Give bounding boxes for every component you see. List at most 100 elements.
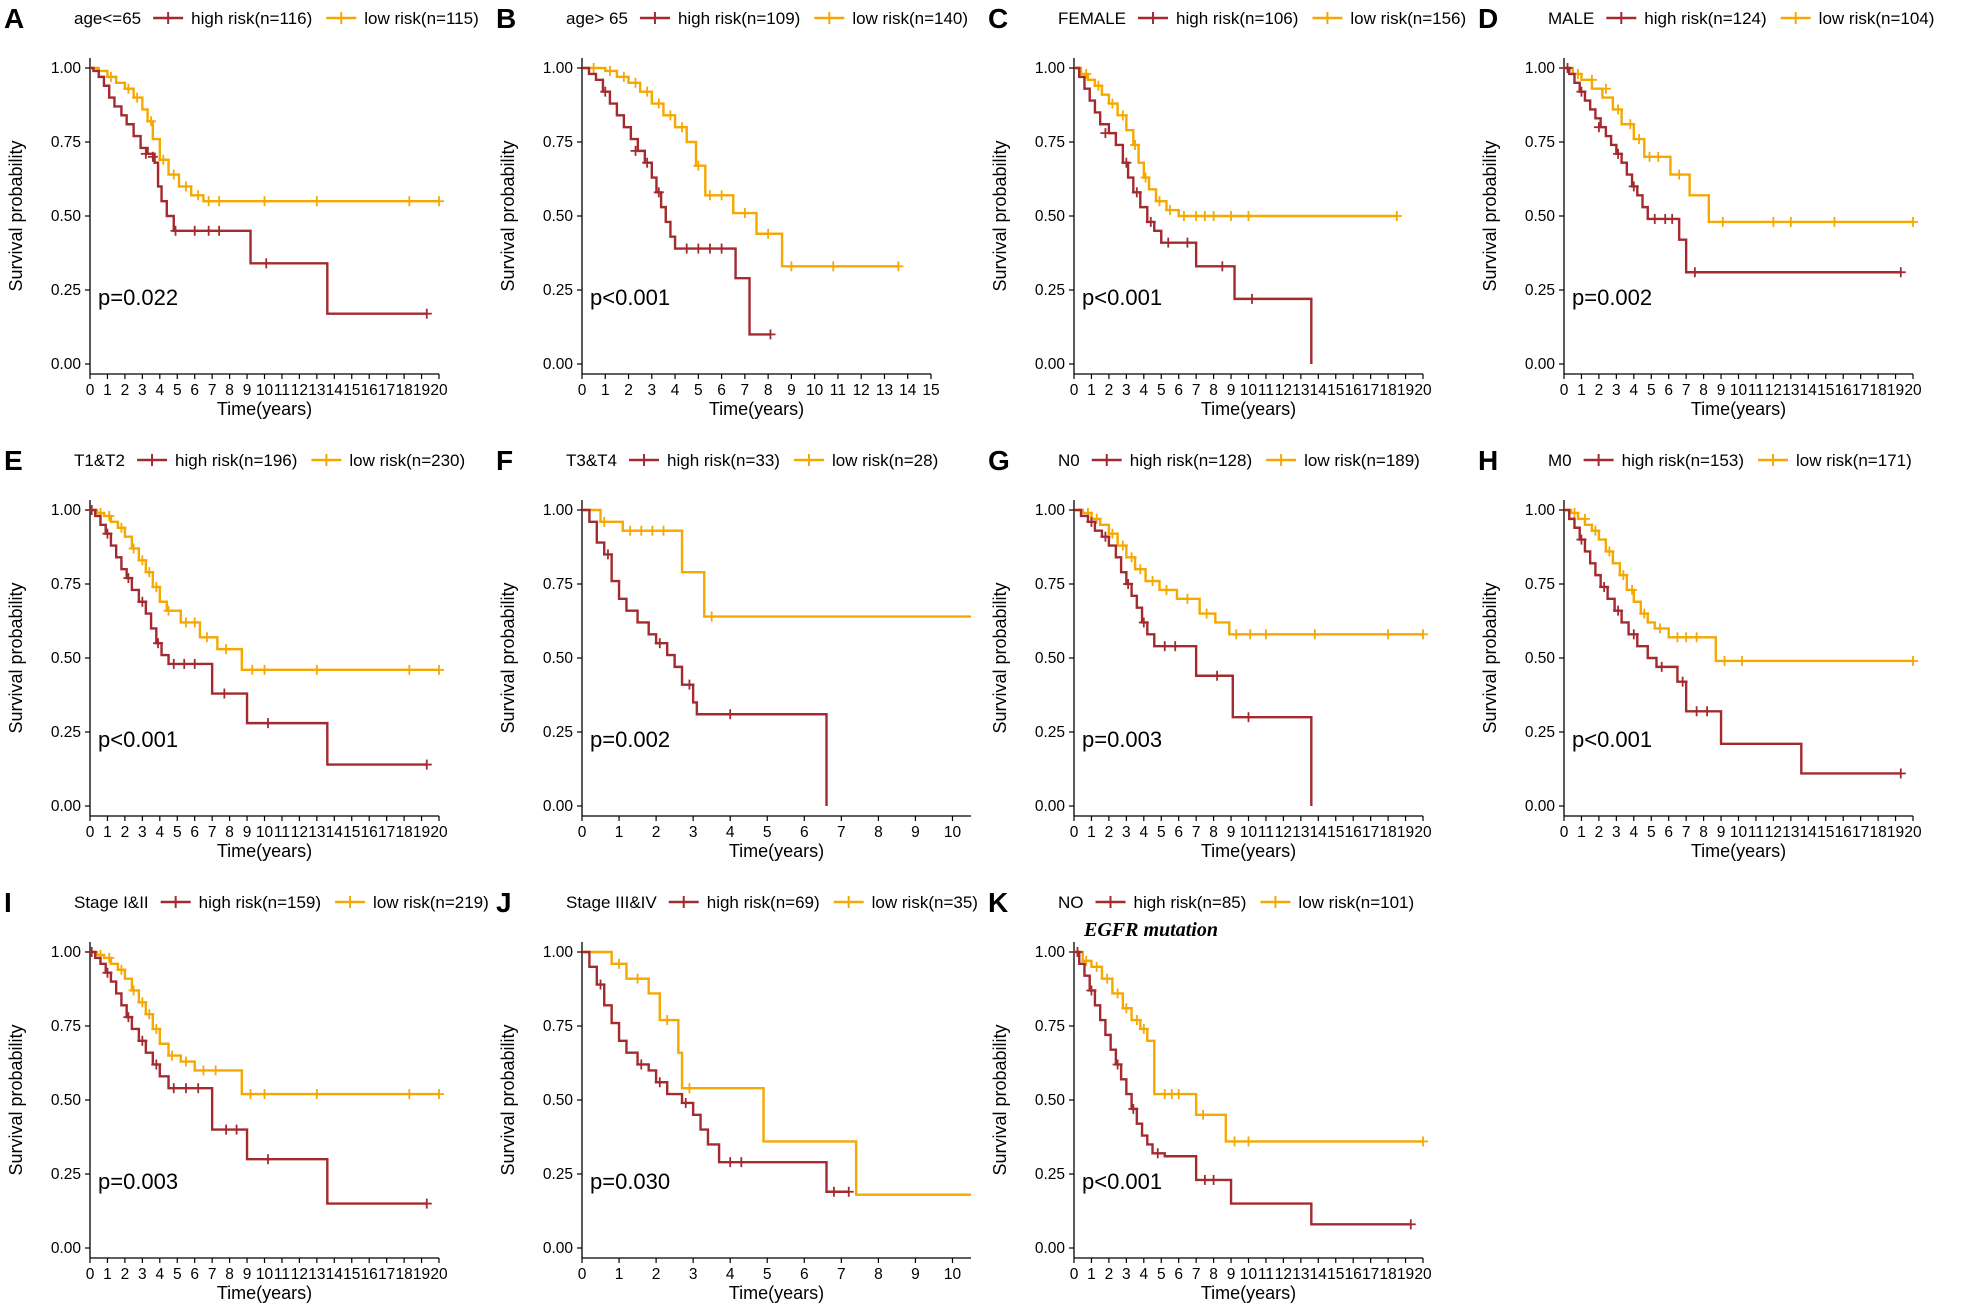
x-tick-label: 2 bbox=[1105, 1266, 1114, 1283]
x-tick-label: 6 bbox=[800, 824, 809, 841]
censor-mark-high bbox=[421, 1198, 432, 1209]
p-value: p=0.022 bbox=[98, 285, 178, 310]
censor-mark-high bbox=[736, 1157, 747, 1168]
censor-mark-high bbox=[102, 967, 113, 978]
censor-mark-low bbox=[636, 525, 647, 536]
panel-i: I Stage I&II high risk(n=159) low risk(n=21… bbox=[4, 887, 489, 1303]
x-tick-label: 2 bbox=[1595, 824, 1604, 841]
x-tick-label: 0 bbox=[1070, 1266, 1079, 1283]
censor-mark-high bbox=[1121, 157, 1132, 168]
censor-mark-high bbox=[1691, 706, 1702, 717]
censor-mark-low bbox=[193, 190, 204, 201]
km-curve-low bbox=[1564, 66, 1913, 224]
censor-mark-low bbox=[158, 154, 169, 165]
panel-f: F T3&T4 high risk(n=33) low risk(n=28)0.000… bbox=[496, 445, 971, 861]
censor-mark-high bbox=[421, 759, 432, 770]
x-tick-label: 3 bbox=[1122, 382, 1131, 399]
censor-mark-high bbox=[1182, 237, 1193, 248]
censor-mark-high bbox=[189, 225, 200, 236]
x-tick-label: 18 bbox=[1379, 1266, 1396, 1283]
censor-mark-low bbox=[163, 605, 174, 616]
censor-mark-high bbox=[1593, 122, 1604, 133]
km-curve-high bbox=[1074, 508, 1313, 806]
km-curve-low bbox=[90, 66, 439, 203]
y-tick-label: 1.00 bbox=[51, 944, 82, 961]
censor-mark-low bbox=[404, 664, 415, 675]
censor-mark-low bbox=[116, 964, 127, 975]
censor-mark-low bbox=[653, 98, 664, 109]
censor-mark-low bbox=[1383, 629, 1394, 640]
y-tick-label: 0.00 bbox=[51, 798, 82, 815]
censor-mark-low bbox=[1653, 151, 1664, 162]
x-tick-label: 16 bbox=[361, 1266, 378, 1283]
y-tick-label: 0.25 bbox=[1035, 282, 1065, 299]
censor-mark-low bbox=[151, 1023, 162, 1034]
y-tick-label: 1.00 bbox=[1035, 502, 1066, 519]
censor-mark-high bbox=[1138, 617, 1149, 628]
censor-mark-low bbox=[1201, 608, 1212, 619]
km-curve-high bbox=[90, 66, 427, 315]
censor-mark-high bbox=[1405, 1219, 1416, 1230]
censor-mark-high bbox=[595, 979, 606, 990]
censor-mark-low bbox=[1625, 119, 1636, 130]
censor-mark-low bbox=[618, 71, 629, 82]
x-tick-label: 20 bbox=[430, 382, 448, 399]
censor-mark-low bbox=[1245, 629, 1256, 640]
x-tick-label: 13 bbox=[308, 1266, 325, 1283]
y-axis-title: Survival probability bbox=[6, 140, 26, 291]
y-tick-label: 1.00 bbox=[1525, 60, 1556, 77]
censor-mark-low bbox=[1107, 98, 1118, 109]
censor-mark-low bbox=[1618, 570, 1629, 581]
x-tick-label: 2 bbox=[624, 382, 633, 399]
y-axis-title: Survival probability bbox=[498, 582, 518, 733]
x-tick-label: 1 bbox=[601, 382, 610, 399]
y-tick-label: 0.75 bbox=[543, 1018, 573, 1035]
y-tick-label: 0.25 bbox=[51, 724, 81, 741]
x-tick-label: 17 bbox=[1362, 382, 1379, 399]
x-tick-label: 14 bbox=[326, 824, 344, 841]
censor-mark-high bbox=[1159, 641, 1170, 652]
y-tick-label: 0.50 bbox=[1525, 208, 1556, 225]
p-value: p=0.002 bbox=[1572, 285, 1652, 310]
legend-label-low: low risk(n=28) bbox=[832, 451, 938, 470]
km-series-high bbox=[1562, 63, 1906, 278]
km-series-high bbox=[1072, 947, 1416, 1230]
x-tick-label: 8 bbox=[1209, 1266, 1218, 1283]
y-axis-title: Survival probability bbox=[1480, 140, 1500, 291]
x-tick-label: 0 bbox=[1070, 382, 1079, 399]
censor-mark-low bbox=[1604, 546, 1615, 557]
censor-mark-low bbox=[434, 1089, 444, 1100]
censor-mark-low bbox=[1243, 1136, 1254, 1147]
x-tick-label: 12 bbox=[291, 382, 308, 399]
y-axis-title: Survival probability bbox=[1480, 582, 1500, 733]
y-tick-label: 0.50 bbox=[1525, 650, 1556, 667]
x-tick-label: 14 bbox=[1800, 382, 1818, 399]
p-value: p<0.001 bbox=[1082, 1169, 1162, 1194]
censor-mark-low bbox=[1785, 216, 1796, 227]
censor-mark-low bbox=[1908, 216, 1918, 227]
censor-mark-low bbox=[1639, 608, 1650, 619]
panel-letter: K bbox=[988, 887, 1008, 918]
x-tick-label: 1 bbox=[615, 1266, 624, 1283]
x-tick-label: 20 bbox=[1414, 382, 1432, 399]
x-tick-label: 12 bbox=[853, 382, 870, 399]
censor-mark-high bbox=[1628, 629, 1639, 640]
x-tick-label: 6 bbox=[190, 824, 199, 841]
x-tick-label: 19 bbox=[1887, 382, 1904, 399]
x-tick-label: 5 bbox=[173, 824, 182, 841]
x-tick-label: 8 bbox=[764, 382, 773, 399]
x-tick-label: 1 bbox=[1577, 824, 1586, 841]
censor-mark-low bbox=[704, 190, 715, 201]
y-tick-label: 0.25 bbox=[1525, 282, 1555, 299]
censor-mark-high bbox=[168, 1083, 179, 1094]
km-curve-high bbox=[582, 66, 771, 336]
legend-label-high: high risk(n=153) bbox=[1622, 451, 1744, 470]
x-tick-label: 8 bbox=[1699, 824, 1708, 841]
legend-label-high: high risk(n=128) bbox=[1130, 451, 1252, 470]
x-axis-title: Time(years) bbox=[1691, 399, 1786, 419]
censor-mark-low bbox=[632, 973, 643, 984]
legend-title: Stage III&IV bbox=[566, 893, 657, 912]
x-tick-label: 17 bbox=[378, 1266, 395, 1283]
x-tick-label: 7 bbox=[1192, 382, 1201, 399]
censor-mark-high bbox=[153, 638, 164, 649]
